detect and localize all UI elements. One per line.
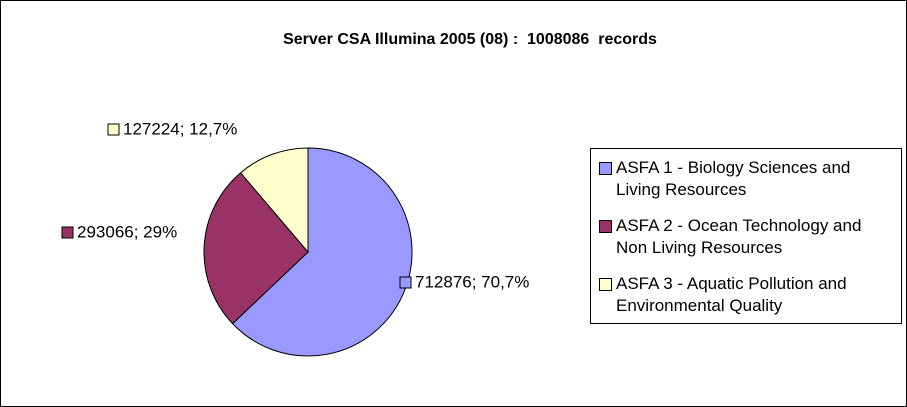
legend-swatch — [599, 162, 612, 175]
legend-swatch — [599, 220, 612, 233]
label-swatch — [61, 226, 74, 239]
label-swatch — [399, 276, 412, 289]
legend: ASFA 1 - Biology Sciences and Living Res… — [590, 148, 902, 324]
legend-entry: ASFA 3 - Aquatic Pollution and Environme… — [599, 273, 895, 317]
chart-title: Server CSA Illumina 2005 (08) : 1008086 … — [283, 31, 657, 48]
legend-label: ASFA 3 - Aquatic Pollution and Environme… — [616, 274, 847, 315]
pie-slice — [231, 147, 413, 357]
legend-label: ASFA 2 - Ocean Technology and Non Living… — [616, 216, 862, 257]
legend-entry: ASFA 1 - Biology Sciences and Living Res… — [599, 157, 895, 201]
pie-slice — [239, 147, 309, 254]
data-label: 293066; 29% — [77, 222, 177, 241]
pie-slice — [203, 172, 309, 325]
legend-swatch — [599, 278, 612, 291]
data-label: 127224; 12,7% — [123, 119, 237, 138]
legend-label: ASFA 1 - Biology Sciences and Living Res… — [616, 158, 851, 199]
data-label: 712876; 70,7% — [415, 272, 529, 291]
label-swatch — [107, 123, 120, 136]
legend-entry: ASFA 2 - Ocean Technology and Non Living… — [599, 215, 895, 259]
